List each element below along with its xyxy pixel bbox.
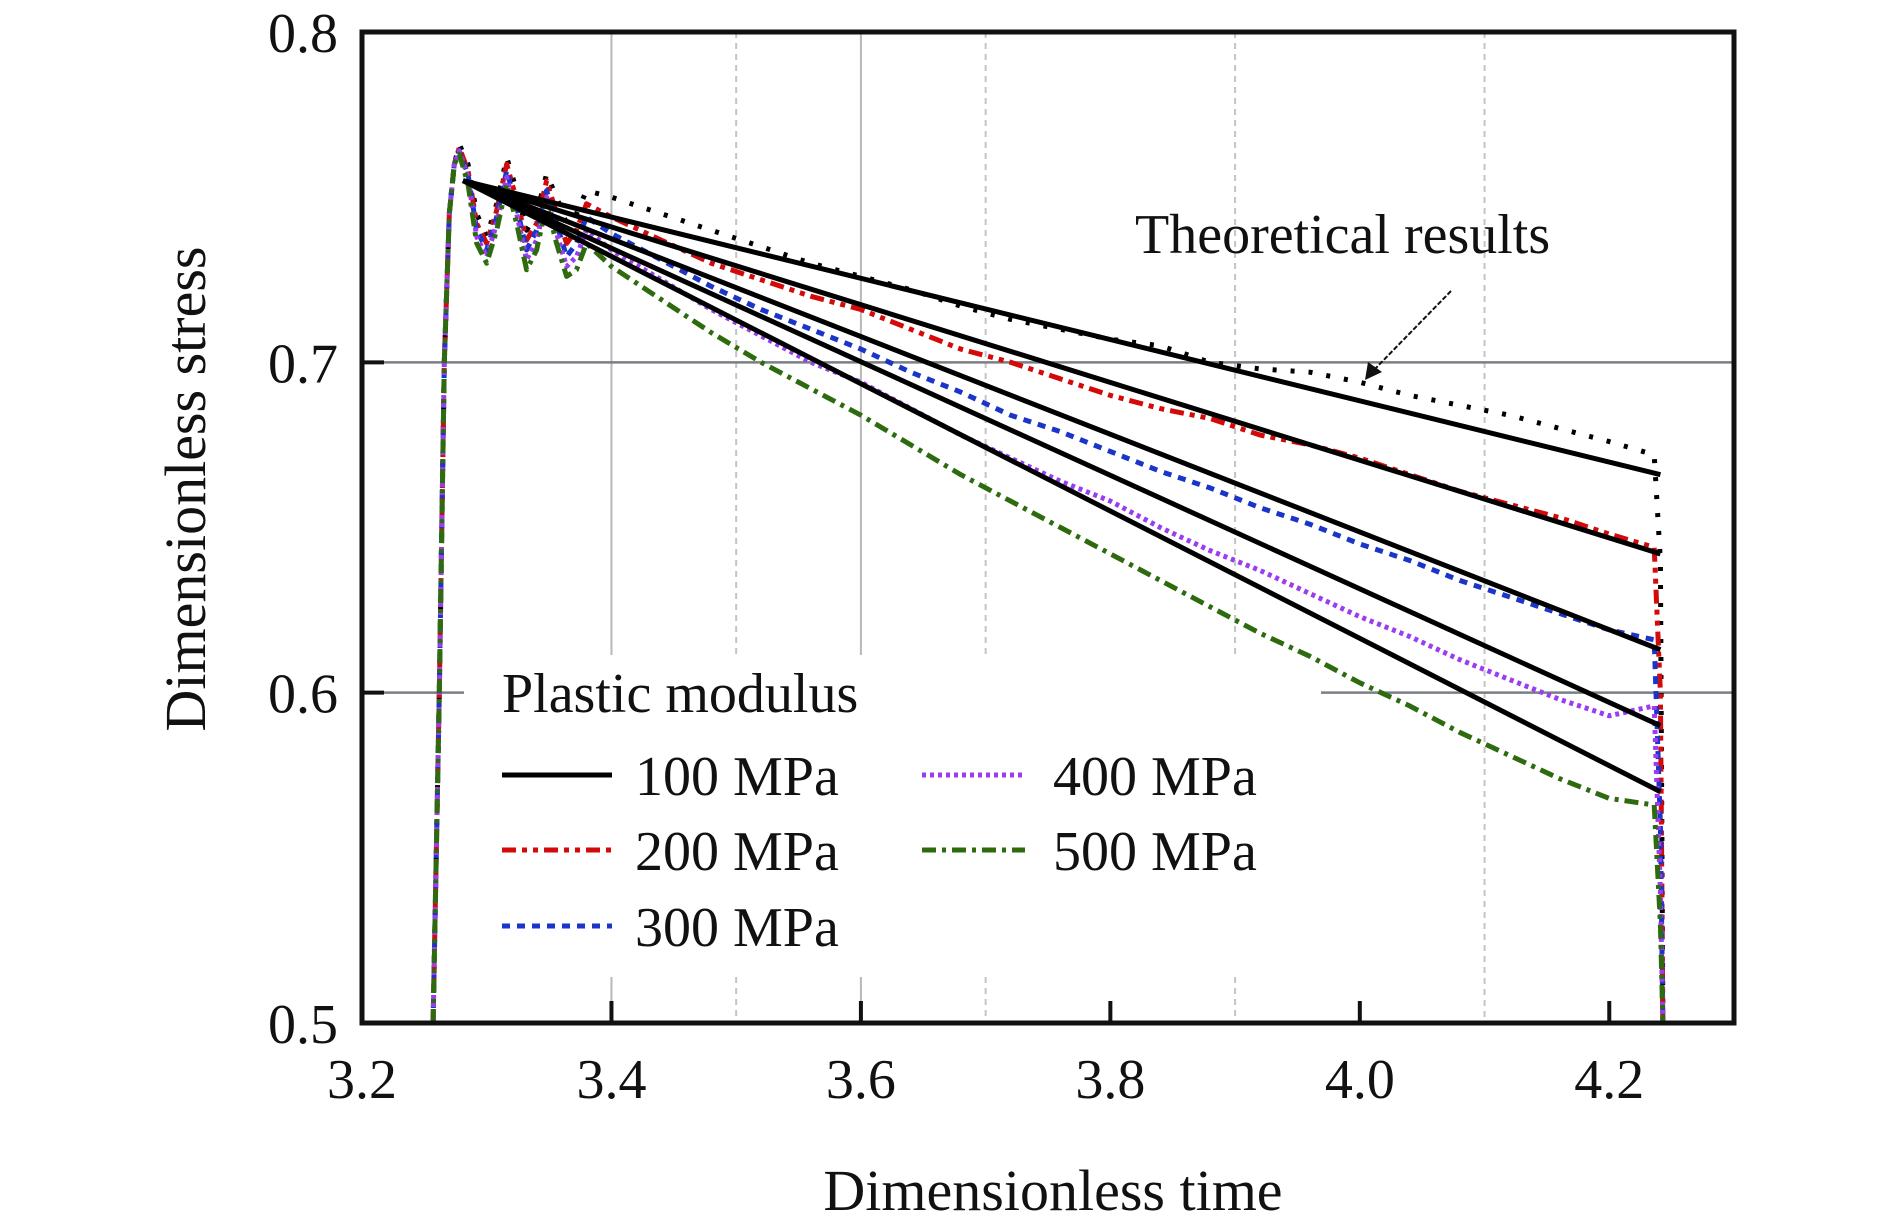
x-tick-label: 4.0 (1325, 1049, 1395, 1111)
series-layer (430, 141, 1666, 1023)
series-line-400-mpa (430, 148, 1666, 1023)
y-tick-label: 0.8 (268, 3, 338, 65)
y-tick-label: 0.6 (268, 664, 338, 726)
theoretical-line-200-mpa (462, 178, 1662, 557)
plot-frame (359, 29, 1737, 1026)
annotation-text: Theoretical results (1135, 204, 1550, 266)
theoretical-lines (461, 178, 1662, 794)
x-tick-label: 3.8 (1075, 1049, 1145, 1111)
axes (359, 29, 1737, 1026)
legend-item: 500 MPa (922, 821, 1257, 883)
theoretical-line-100-mpa (462, 178, 1662, 478)
theoretical-line-500-mpa (461, 178, 1662, 794)
x-axis-title: Dimensionless time (823, 1158, 1282, 1216)
x-tick-label: 3.2 (327, 1049, 397, 1111)
legend-item: 200 MPa (502, 821, 839, 883)
series-line-200-mpa (430, 145, 1666, 1023)
legend-background (464, 655, 1321, 977)
y-tick-label: 0.5 (268, 994, 338, 1056)
series-line-500-mpa (430, 151, 1666, 1023)
tick-labels: 3.2 3.4 3.6 3.8 4.0 4.2 0.5 0.6 0.7 0.8 (268, 3, 1644, 1111)
legend-title: Plastic modulus (502, 663, 858, 725)
theoretical-line-300-mpa (462, 178, 1662, 653)
legend-item: 100 MPa (502, 746, 839, 808)
x-tick-label: 3.6 (826, 1049, 896, 1111)
x-tick-label: 4.2 (1574, 1049, 1644, 1111)
annotation: Theoretical results (1135, 204, 1550, 380)
legend: Plastic modulus 100 MPa 200 MPa 300 MPa 400… (502, 663, 1257, 959)
legend-label: 200 MPa (635, 821, 839, 883)
annotation-arrowhead (1365, 362, 1382, 380)
legend-item: 300 MPa (502, 897, 839, 959)
legend-item: 400 MPa (922, 746, 1257, 808)
legend-label: 500 MPa (1053, 821, 1257, 883)
legend-label: 100 MPa (635, 746, 839, 808)
y-tick-label: 0.7 (268, 333, 338, 395)
theoretical-line-400-mpa (461, 178, 1662, 728)
annotation-arrow-line (1371, 290, 1452, 373)
y-axis-title: Dimensionless stress (153, 247, 218, 732)
series-line-300-mpa (430, 148, 1666, 1023)
x-tick-label: 3.4 (576, 1049, 646, 1111)
legend-label: 400 MPa (1053, 746, 1257, 808)
legend-label: 300 MPa (635, 897, 839, 959)
